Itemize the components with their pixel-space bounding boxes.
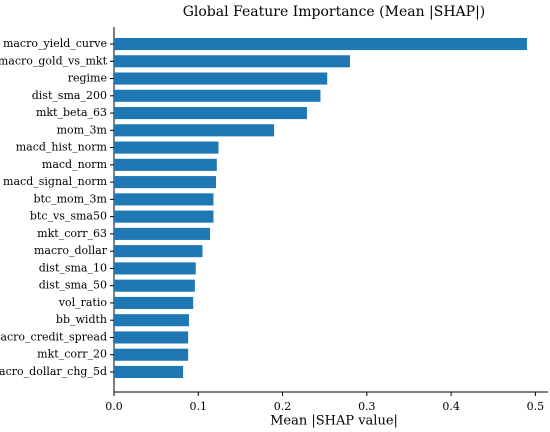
x-tick-label: 0.5 bbox=[527, 400, 545, 413]
bar bbox=[114, 227, 211, 240]
bar bbox=[114, 141, 219, 154]
bar bbox=[114, 107, 307, 120]
bar bbox=[114, 365, 184, 379]
x-axis-label: Mean |SHAP value| bbox=[270, 414, 398, 429]
y-tick-label: bb_width bbox=[56, 313, 107, 326]
bar bbox=[114, 331, 189, 344]
y-tick-label: mkt_beta_63 bbox=[36, 106, 107, 119]
y-tick-label: vol_ratio bbox=[58, 296, 108, 309]
y-tick-label: macro_yield_curve bbox=[3, 37, 107, 50]
bar bbox=[114, 262, 196, 275]
y-tick-label: mkt_corr_63 bbox=[37, 227, 107, 240]
y-tick-label: btc_mom_3m bbox=[33, 192, 107, 205]
y-tick-label: btc_vs_sma50 bbox=[30, 210, 107, 223]
bar bbox=[114, 296, 194, 309]
x-tick-label: 0.4 bbox=[442, 400, 460, 413]
x-tick-label: 0.0 bbox=[105, 400, 123, 413]
y-tick-label: dist_sma_200 bbox=[32, 89, 107, 102]
y-tick-label: dist_sma_50 bbox=[39, 279, 107, 292]
y-tick-label: regime bbox=[68, 72, 107, 85]
bar bbox=[114, 193, 214, 206]
y-tick-label: mkt_corr_20 bbox=[37, 348, 107, 361]
bar bbox=[114, 210, 214, 223]
y-tick-label: mom_3m bbox=[57, 123, 108, 136]
bar bbox=[114, 124, 275, 137]
bar bbox=[114, 314, 190, 327]
bar bbox=[114, 89, 321, 102]
bar bbox=[114, 279, 195, 292]
y-tick-label: macd_hist_norm bbox=[16, 141, 108, 154]
x-tick-label: 0.1 bbox=[190, 400, 208, 413]
bar bbox=[114, 55, 350, 68]
bar bbox=[114, 158, 217, 171]
bar bbox=[114, 176, 216, 189]
y-tick-label: macd_signal_norm bbox=[3, 175, 108, 188]
bar bbox=[114, 37, 527, 51]
x-tick-label: 0.2 bbox=[274, 400, 292, 413]
y-tick-label: macro_credit_spread bbox=[0, 330, 107, 343]
y-tick-label: macd_norm bbox=[42, 158, 108, 171]
chart-title: Global Feature Importance (Mean |SHAP|) bbox=[183, 4, 486, 20]
x-tick-label: 0.3 bbox=[358, 400, 376, 413]
y-tick-label: macro_dollar_chg_5d bbox=[0, 365, 107, 378]
bar bbox=[114, 245, 203, 258]
y-tick-label: macro_dollar bbox=[34, 244, 108, 257]
y-tick-label: macro_gold_vs_mkt bbox=[0, 54, 108, 67]
y-tick-label: dist_sma_10 bbox=[39, 261, 107, 274]
bar bbox=[114, 348, 189, 361]
bar bbox=[114, 72, 328, 85]
